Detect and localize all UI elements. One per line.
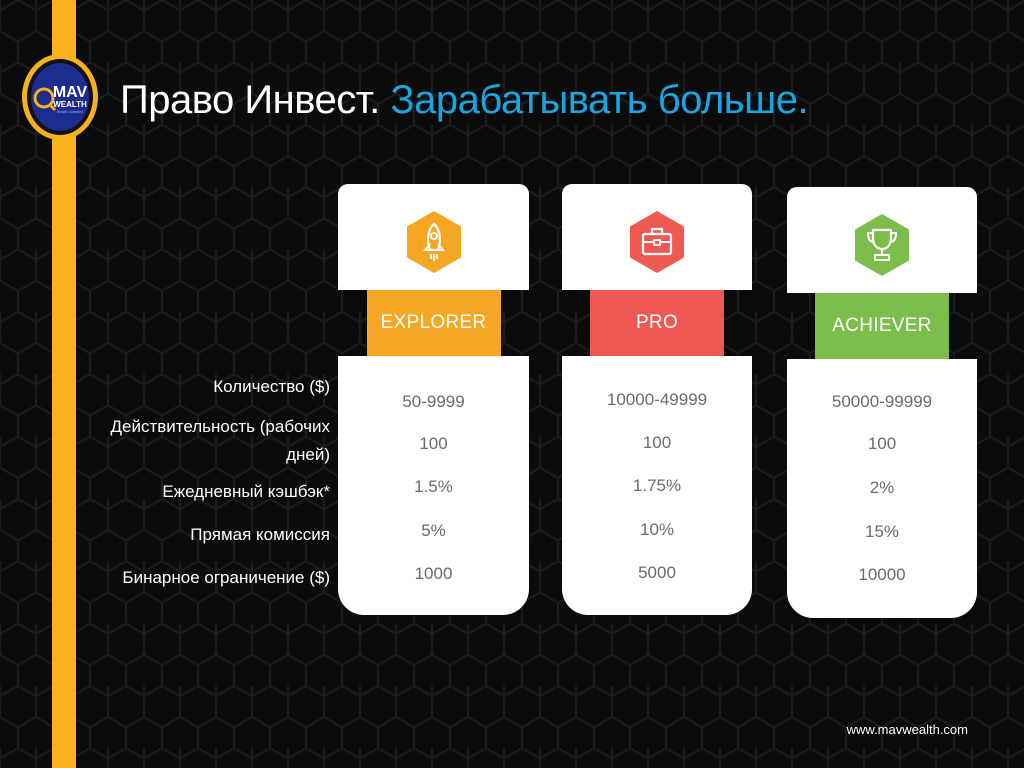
pro-amount: 10000-49999 (606, 390, 708, 409)
pro-daily-cashback: 1.75% (632, 476, 682, 495)
pro-binary-limit: 5000 (638, 563, 676, 582)
achiever-validity: 100 (867, 434, 897, 453)
svg-text:Wealth Unlimited: Wealth Unlimited (57, 110, 83, 114)
plan-card-explorer: EXPLORER 50-9999 100 1.5% 5% 1000 (338, 184, 529, 615)
page-title: Право Инвест. Зарабатывать больше. (120, 74, 809, 126)
label-daily-cashback: Ежедневный кэшбэк* (162, 482, 330, 501)
svg-text:WEALTH: WEALTH (53, 100, 87, 109)
explorer-validity: 100 (419, 434, 448, 453)
title-part-1: Право Инвест. (120, 78, 380, 122)
achiever-direct-commission: 15% (864, 522, 900, 541)
pro-direct-commission: 10% (639, 520, 675, 539)
label-validity-line2: дней) (286, 445, 330, 464)
website-url: www.mavwealth.com (846, 722, 968, 737)
rocket-icon (406, 211, 461, 273)
label-amount: Количество ($) (213, 377, 330, 396)
title-part-2: Зарабатывать больше. (390, 78, 809, 122)
explorer-daily-cashback: 1.5% (414, 477, 453, 496)
achiever-daily-cashback: 2% (869, 478, 895, 497)
svg-text:MAV: MAV (53, 84, 88, 101)
plan-name-achiever: ACHIEVER (815, 293, 949, 359)
plan-card-pro: PRO 10000-49999 100 1.75% 10% 5000 (562, 184, 752, 615)
plan-card-achiever: ACHIEVER 50000-99999 100 2% 15% 10000 (787, 187, 977, 618)
label-binary-limit: Бинарное ограничение ($) (122, 568, 330, 587)
explorer-amount: 50-9999 (402, 392, 465, 411)
mav-wealth-logo: MAV WEALTH Wealth Unlimited (22, 54, 98, 140)
achiever-amount: 50000-99999 (831, 392, 933, 411)
achiever-binary-limit: 10000 (858, 565, 906, 584)
trophy-icon (855, 214, 909, 276)
explorer-direct-commission: 5% (421, 521, 446, 540)
explorer-binary-limit: 1000 (414, 564, 453, 583)
label-validity-line1: Действительность (рабочих (110, 417, 331, 436)
briefcase-icon (630, 211, 684, 273)
label-direct-commission: Прямая комиссия (190, 525, 330, 544)
plan-name-explorer: EXPLORER (366, 290, 501, 356)
pro-validity: 100 (642, 433, 672, 452)
plan-name-pro: PRO (590, 290, 724, 356)
